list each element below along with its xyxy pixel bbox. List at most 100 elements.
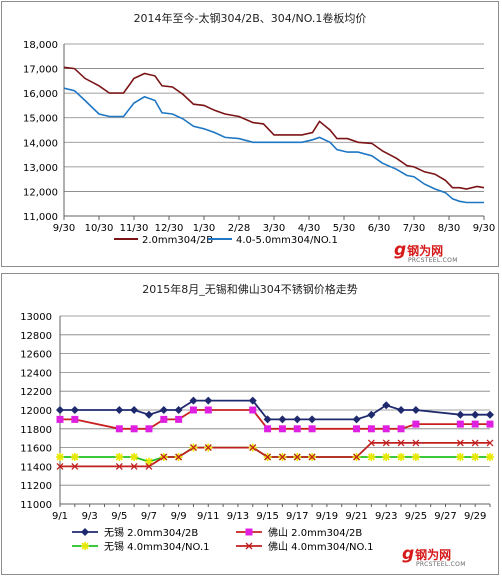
data-point (249, 444, 257, 452)
x-tick-label: 9/17 (286, 511, 308, 522)
legend-label: 无锡 4.0mm304/NO.1 (104, 540, 210, 553)
data-point (130, 406, 139, 414)
x-tick-label: 9/13 (227, 511, 249, 522)
data-point (486, 420, 494, 428)
data-point (70, 453, 79, 461)
y-tick-label: 12800 (20, 331, 52, 342)
y-tick-label: 12200 (20, 387, 52, 398)
data-point (456, 453, 465, 461)
x-tick-label: 11/30 (120, 223, 149, 234)
data-point (245, 528, 253, 536)
data-point (382, 439, 390, 447)
data-point (130, 462, 138, 470)
data-point (456, 420, 464, 428)
x-tick-label: 5/30 (333, 223, 355, 234)
data-point (278, 415, 287, 424)
data-point (249, 406, 257, 414)
legend-label: 佛山 2.0mm304/2B (268, 526, 362, 539)
y-tick-label: 18,000 (23, 40, 58, 51)
y-tick-label: 11600 (20, 444, 52, 455)
series-line (60, 409, 490, 430)
data-point (81, 528, 89, 536)
prcsteel-logo: g钢为网 PRCSTEEL.COM (402, 544, 466, 568)
y-tick-label: 12600 (20, 350, 52, 361)
y-tick-label: 11200 (20, 481, 52, 492)
data-point (486, 410, 494, 419)
data-point (145, 425, 153, 433)
data-point (264, 453, 272, 461)
data-point (293, 425, 301, 433)
data-point (189, 406, 197, 414)
data-point (308, 453, 316, 461)
x-tick-label: 9/30 (53, 223, 75, 234)
logo-brand: 钢为网 (407, 244, 444, 258)
x-tick-label: 6/30 (368, 223, 390, 234)
data-point (189, 396, 198, 405)
data-point (471, 439, 479, 447)
y-tick-label: 17,000 (23, 65, 58, 76)
legend-label: 4.0-5.0mm304/NO.1 (236, 235, 338, 246)
data-point (71, 415, 79, 423)
data-point (204, 396, 213, 405)
data-point (397, 439, 405, 447)
data-point (353, 425, 361, 433)
data-point (367, 425, 375, 433)
data-point (367, 410, 376, 419)
y-tick-label: 13000 (20, 312, 52, 323)
data-point (411, 453, 420, 461)
data-point (70, 406, 79, 414)
data-point (367, 453, 376, 461)
data-point (245, 542, 253, 550)
y-tick-label: 12,000 (23, 187, 58, 198)
chart-canvas: 11000 11200 11400 11600 11800 12000 12200 12400… (20, 312, 494, 553)
x-tick-label: 1/30 (193, 223, 215, 234)
data-point (56, 406, 64, 414)
y-tick-label: 11,000 (23, 212, 58, 223)
data-point (308, 415, 317, 424)
data-point (115, 453, 124, 461)
data-point (382, 453, 391, 461)
data-point (130, 453, 139, 461)
x-tick-label: 9/3 (82, 511, 98, 522)
prcsteel-logo: g钢为网 PRCSTEEL.COM (394, 240, 458, 264)
data-point (56, 462, 64, 470)
data-point (144, 410, 153, 419)
x-tick-label: 4/30 (298, 223, 320, 234)
chart-canvas: 11,000 12,000 13,000 14,000 15,000 16,000 17,0… (23, 40, 495, 246)
series-line (60, 399, 490, 421)
chart-panel-tisco-coil-price: 2014年至今-太钢304/2B、304/NO.1卷板均价 11,000 12,0… (1, 1, 499, 267)
data-point (174, 406, 183, 414)
data-point (456, 439, 464, 447)
data-point (189, 444, 197, 452)
data-point (115, 425, 123, 433)
data-point (115, 406, 124, 414)
logo-brand: 钢为网 (415, 548, 452, 562)
logo-site: PRCSTEEL.COM (416, 561, 466, 568)
y-tick-label: 15,000 (23, 114, 58, 125)
data-point (382, 401, 391, 410)
data-point (130, 425, 138, 433)
x-tick-label: 12/30 (155, 223, 184, 234)
data-point (278, 425, 286, 433)
y-tick-label: 16,000 (23, 89, 58, 100)
data-point (353, 453, 361, 461)
x-tick-label: 3/30 (263, 223, 285, 234)
data-point (264, 425, 272, 433)
data-point (412, 439, 420, 447)
data-point (248, 396, 257, 405)
series-line (60, 441, 490, 468)
x-tick-label: 8/30 (438, 223, 460, 234)
data-point (145, 462, 153, 470)
x-tick-label: 2/28 (228, 223, 250, 234)
data-point (367, 439, 375, 447)
data-point (56, 415, 64, 423)
x-tick-label: 9/15 (256, 511, 278, 522)
x-tick-label: 7/30 (403, 223, 425, 234)
x-tick-label: 9/19 (316, 511, 338, 522)
chart-title: 2014年至今-太钢304/2B、304/NO.1卷板均价 (133, 12, 367, 25)
data-point (397, 406, 406, 414)
series-line (63, 87, 484, 204)
logo-g-icon: g (402, 544, 415, 564)
data-point (204, 406, 212, 414)
data-point (397, 425, 405, 433)
